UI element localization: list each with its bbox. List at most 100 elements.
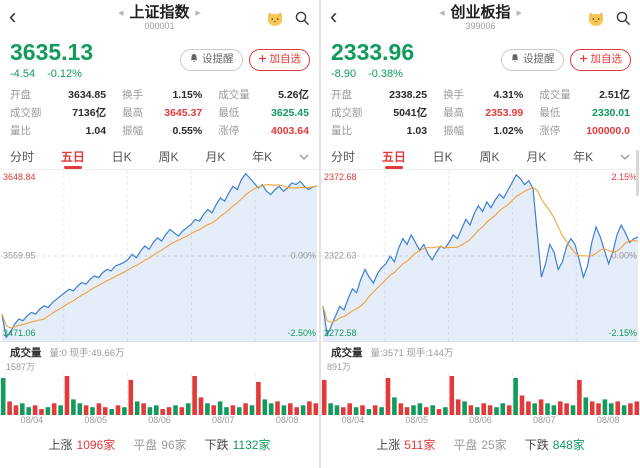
scrollbar[interactable] — [636, 150, 639, 196]
axis-mid-value: 2322.63 — [324, 250, 357, 261]
add-watchlist-label: 加自选 — [269, 53, 302, 66]
stat-amount: 成交额 5041亿 — [331, 107, 428, 120]
volume-detail: 量:0 现手:49.66万 — [49, 348, 125, 360]
tab-monthly-k[interactable]: 月K — [526, 150, 547, 165]
price-chart[interactable]: 3648.84 3559.95 3471.06 0.00% -2.50% — [0, 170, 319, 343]
back-icon[interactable]: ‹ — [9, 3, 17, 29]
volume-chart-svg — [321, 373, 640, 416]
bell-icon — [189, 53, 199, 67]
decliners: 下跌 1132家 — [204, 437, 271, 452]
unchanged: 平盘 96家 — [133, 437, 187, 452]
add-watchlist-button[interactable]: 加自选 — [248, 49, 310, 71]
price-chart[interactable]: 2372.68 2322.63 2272.58 2.15% 0.00% -2.1… — [321, 170, 640, 343]
prev-index-icon[interactable]: ◀ — [439, 9, 445, 17]
stat-volume-ratio: 量比 1.03 — [331, 125, 428, 138]
price-change: -8.90 — [331, 67, 357, 80]
volume-axis-max: 891万 — [327, 362, 352, 373]
cat-mascot-icon[interactable] — [266, 11, 284, 26]
axis-mid-pct: 0.00% — [611, 250, 637, 261]
quote-actions: 设提醒 加自选 — [180, 49, 310, 71]
tab-monthly-k[interactable]: 月K — [205, 150, 226, 165]
stat-open: 开盘 2338.25 — [331, 89, 428, 101]
stats-grid: 开盘 3634.85 换手 1.15% 成交量 5.26亿 成交额 7136亿 最高 36… — [0, 84, 319, 144]
current-price: 2333.96 — [331, 39, 415, 66]
period-tabs: 分时 五日 日K 周K 月K 年K — [0, 144, 319, 171]
tab-five-day[interactable]: 五日 — [61, 144, 85, 169]
header: ‹ ◀ 上证指数 ▶ 000001 — [0, 0, 319, 36]
next-index-icon[interactable]: ▶ — [516, 9, 522, 17]
index-title: 创业板指 — [450, 4, 511, 22]
x-label: 08/08 — [596, 415, 620, 426]
price-change: -4.54 — [10, 67, 36, 80]
x-label: 08/04 — [341, 415, 365, 426]
current-price: 3635.13 — [10, 39, 94, 66]
set-alert-label: 设提醒 — [202, 53, 234, 66]
tab-weekly-k[interactable]: 周K — [158, 150, 179, 165]
axis-low-pct: -2.50% — [287, 328, 316, 339]
header: ‹ ◀ 创业板指 ▶ 399006 — [321, 0, 640, 36]
back-icon[interactable]: ‹ — [330, 3, 338, 29]
cat-mascot-icon[interactable] — [587, 11, 605, 26]
tab-yearly-k[interactable]: 年K — [252, 150, 273, 165]
axis-high-value: 2372.68 — [324, 172, 357, 183]
axis-high-pct: 2.15% — [611, 172, 637, 183]
advancers: 上涨 1096家 — [48, 437, 116, 452]
x-label: 08/08 — [275, 415, 299, 426]
volume-chart[interactable]: 891万 — [321, 359, 640, 416]
x-axis-labels: 08/04 08/05 08/06 08/07 08/08 — [321, 415, 640, 429]
search-icon[interactable] — [615, 10, 631, 26]
market-breadth-summary: 上涨 1096家 平盘 96家 下跌 1132家 — [0, 429, 319, 459]
axis-high-value: 3648.84 — [3, 172, 36, 183]
x-label: 08/07 — [533, 415, 556, 426]
axis-low-value: 3471.06 — [3, 328, 36, 339]
stat-amplitude: 振幅 0.55% — [122, 125, 203, 138]
volume-chart[interactable]: 1587万 — [0, 359, 319, 416]
stat-turnover-rate: 换手 1.15% — [122, 89, 203, 101]
bell-icon — [510, 53, 520, 67]
tab-yearly-k[interactable]: 年K — [573, 150, 594, 165]
more-periods-icon[interactable] — [620, 144, 630, 169]
tab-daily-k[interactable]: 日K — [111, 150, 132, 165]
prev-index-icon[interactable]: ◀ — [118, 9, 124, 17]
x-label: 08/04 — [20, 415, 44, 426]
market-breadth-summary: 上涨 511家 平盘 25家 下跌 848家 — [321, 429, 640, 459]
tab-minute[interactable]: 分时 — [10, 150, 35, 165]
tab-daily-k[interactable]: 日K — [432, 150, 453, 165]
unchanged: 平盘 25家 — [453, 437, 507, 452]
tab-five-day[interactable]: 五日 — [382, 144, 406, 169]
volume-chart-svg — [0, 373, 319, 416]
axis-mid-pct: 0.00% — [290, 250, 316, 261]
quote-row: 2333.96 -8.90 -0.38% 设提醒 加自选 — [321, 36, 640, 84]
x-label: 08/05 — [84, 415, 107, 426]
price-chart-svg — [321, 170, 640, 343]
index-title: 上证指数 — [129, 4, 190, 22]
header-icons — [266, 10, 310, 26]
x-label: 08/06 — [469, 415, 492, 426]
stat-high: 最高 3645.37 — [122, 107, 203, 120]
axis-mid-value: 3559.95 — [3, 250, 36, 261]
price-change-pct: -0.12% — [47, 67, 82, 80]
period-tabs: 分时 五日 日K 周K 月K 年K — [321, 144, 640, 171]
stat-volume: 成交量 5.26亿 — [218, 89, 309, 101]
advancers: 上涨 511家 — [376, 437, 436, 452]
tab-weekly-k[interactable]: 周K — [479, 150, 500, 165]
volume-title: 成交量 — [331, 346, 363, 359]
set-alert-button[interactable]: 设提醒 — [180, 49, 243, 71]
price-change-pct: -0.38% — [368, 67, 403, 80]
quote-row: 3635.13 -4.54 -0.12% 设提醒 加自选 — [0, 36, 319, 84]
search-icon[interactable] — [294, 10, 310, 26]
x-label: 08/06 — [148, 415, 171, 426]
decliners: 下跌 848家 — [524, 437, 585, 452]
volume-header: 成交量 量:0 现手:49.66万 — [0, 342, 319, 360]
add-watchlist-button[interactable]: 加自选 — [569, 49, 631, 71]
price-block: 2333.96 -8.90 -0.38% — [331, 40, 414, 79]
next-index-icon[interactable]: ▶ — [195, 9, 201, 17]
axis-low-pct: -2.15% — [608, 328, 637, 339]
set-alert-button[interactable]: 设提醒 — [501, 49, 564, 71]
stat-high: 最高 2353.99 — [443, 107, 524, 120]
more-periods-icon[interactable] — [299, 144, 309, 169]
x-label: 08/07 — [212, 415, 235, 426]
tab-minute[interactable]: 分时 — [331, 150, 356, 165]
volume-title: 成交量 — [10, 346, 42, 359]
